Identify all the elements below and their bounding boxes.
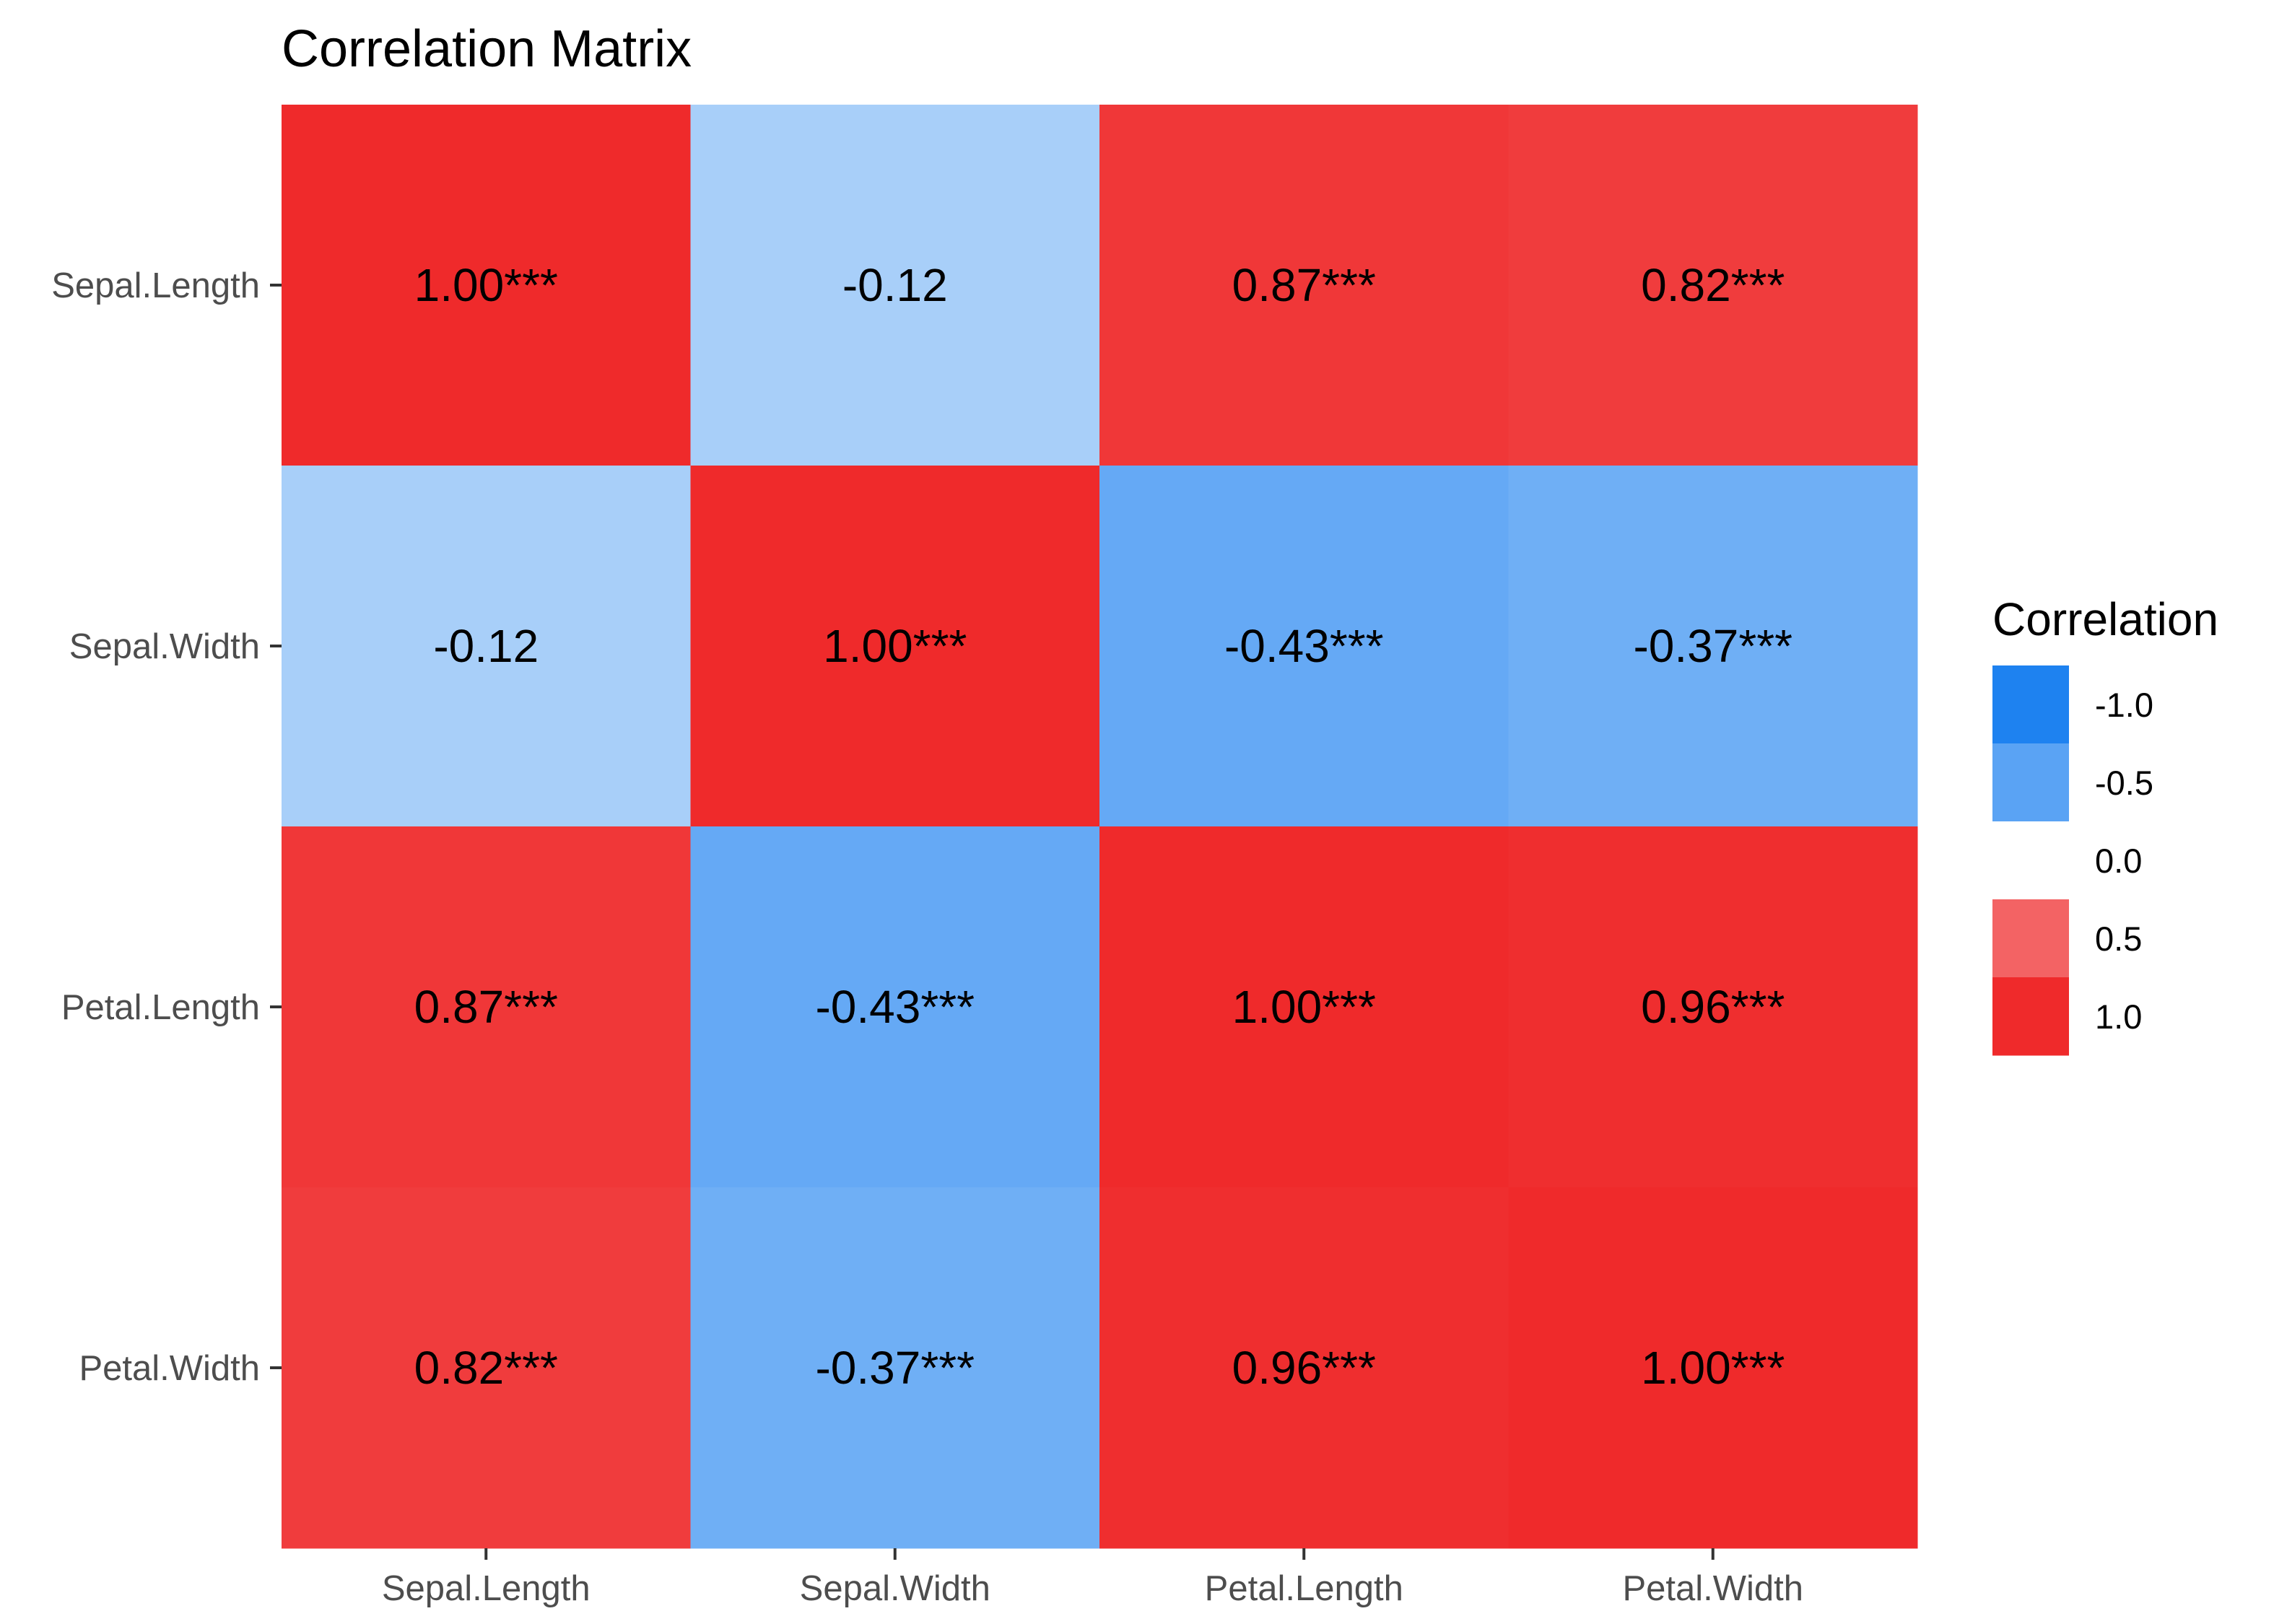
cell-value-label: 1.00*** [1232, 981, 1376, 1033]
legend-label: -1.0 [2095, 686, 2153, 724]
cell-value-label: 0.87*** [1232, 259, 1376, 311]
heatmap-cell [690, 1187, 1100, 1549]
cell-value-label: 0.87*** [414, 981, 558, 1033]
legend-label: 0.0 [2095, 842, 2142, 880]
heatmap-cell-labels: 1.00*** -0.12 0.87*** 0.82*** -0.12 1.00*** -0… [414, 259, 1792, 1394]
x-axis: Sepal.Length Sepal.Width Petal.Length Petal… [382, 1548, 1803, 1608]
heatmap-cell [1508, 466, 1918, 827]
heatmap-cell [690, 105, 1100, 466]
chart-title: Correlation Matrix [282, 20, 692, 78]
legend-label: 1.0 [2095, 997, 2142, 1036]
legend-swatch [1992, 665, 2069, 744]
heatmap-cell [1508, 105, 1918, 466]
cell-value-label: -0.37*** [1633, 620, 1792, 672]
y-tick-label: Sepal.Width [69, 627, 260, 666]
heatmap-cell [1099, 105, 1509, 466]
cell-value-label: -0.43*** [1224, 620, 1384, 672]
legend-swatch [1992, 899, 2069, 978]
legend-label: 0.5 [2095, 920, 2142, 958]
heatmap-cells [282, 105, 1918, 1549]
legend-title: Correlation [1992, 593, 2218, 645]
heatmap-cell [1508, 1187, 1918, 1549]
legend-swatch [1992, 977, 2069, 1056]
heatmap-cell [282, 466, 691, 827]
heatmap-cell [1099, 1187, 1509, 1549]
y-tick-label: Petal.Width [79, 1349, 260, 1388]
heatmap-cell [690, 826, 1100, 1188]
cell-value-label: 0.82*** [414, 1342, 558, 1394]
x-tick-label: Sepal.Length [382, 1569, 591, 1608]
heatmap-cell [282, 826, 691, 1188]
heatmap-cell [1099, 466, 1509, 827]
cell-value-label: 1.00*** [1641, 1342, 1785, 1394]
heatmap-cell [282, 1187, 691, 1549]
heatmap-cell [282, 105, 691, 466]
cell-value-label: 0.96*** [1641, 981, 1785, 1033]
y-tick-label: Petal.Length [61, 988, 260, 1027]
heatmap-cell [690, 466, 1100, 827]
cell-value-label: 0.96*** [1232, 1342, 1376, 1394]
color-legend: Correlation -1.0 -0.5 0.0 0.5 1.0 [1992, 593, 2218, 1056]
cell-value-label: -0.12 [433, 620, 539, 672]
legend-label: -0.5 [2095, 764, 2153, 802]
y-tick-label: Sepal.Length [51, 266, 260, 305]
x-tick-label: Sepal.Width [800, 1569, 990, 1608]
heatmap-cell [1508, 826, 1918, 1188]
y-axis: Sepal.Length Sepal.Width Petal.Length Petal… [51, 266, 282, 1388]
cell-value-label: -0.43*** [815, 981, 975, 1033]
cell-value-label: 1.00*** [414, 259, 558, 311]
cell-value-label: 1.00*** [823, 620, 967, 672]
cell-value-label: -0.12 [842, 259, 948, 311]
cell-value-label: -0.37*** [815, 1342, 975, 1394]
cell-value-label: 0.82*** [1641, 259, 1785, 311]
x-tick-label: Petal.Length [1205, 1569, 1403, 1608]
legend-swatch [1992, 821, 2069, 900]
legend-swatch [1992, 743, 2069, 822]
x-tick-label: Petal.Width [1622, 1569, 1803, 1608]
heatmap-cell [1099, 826, 1509, 1188]
